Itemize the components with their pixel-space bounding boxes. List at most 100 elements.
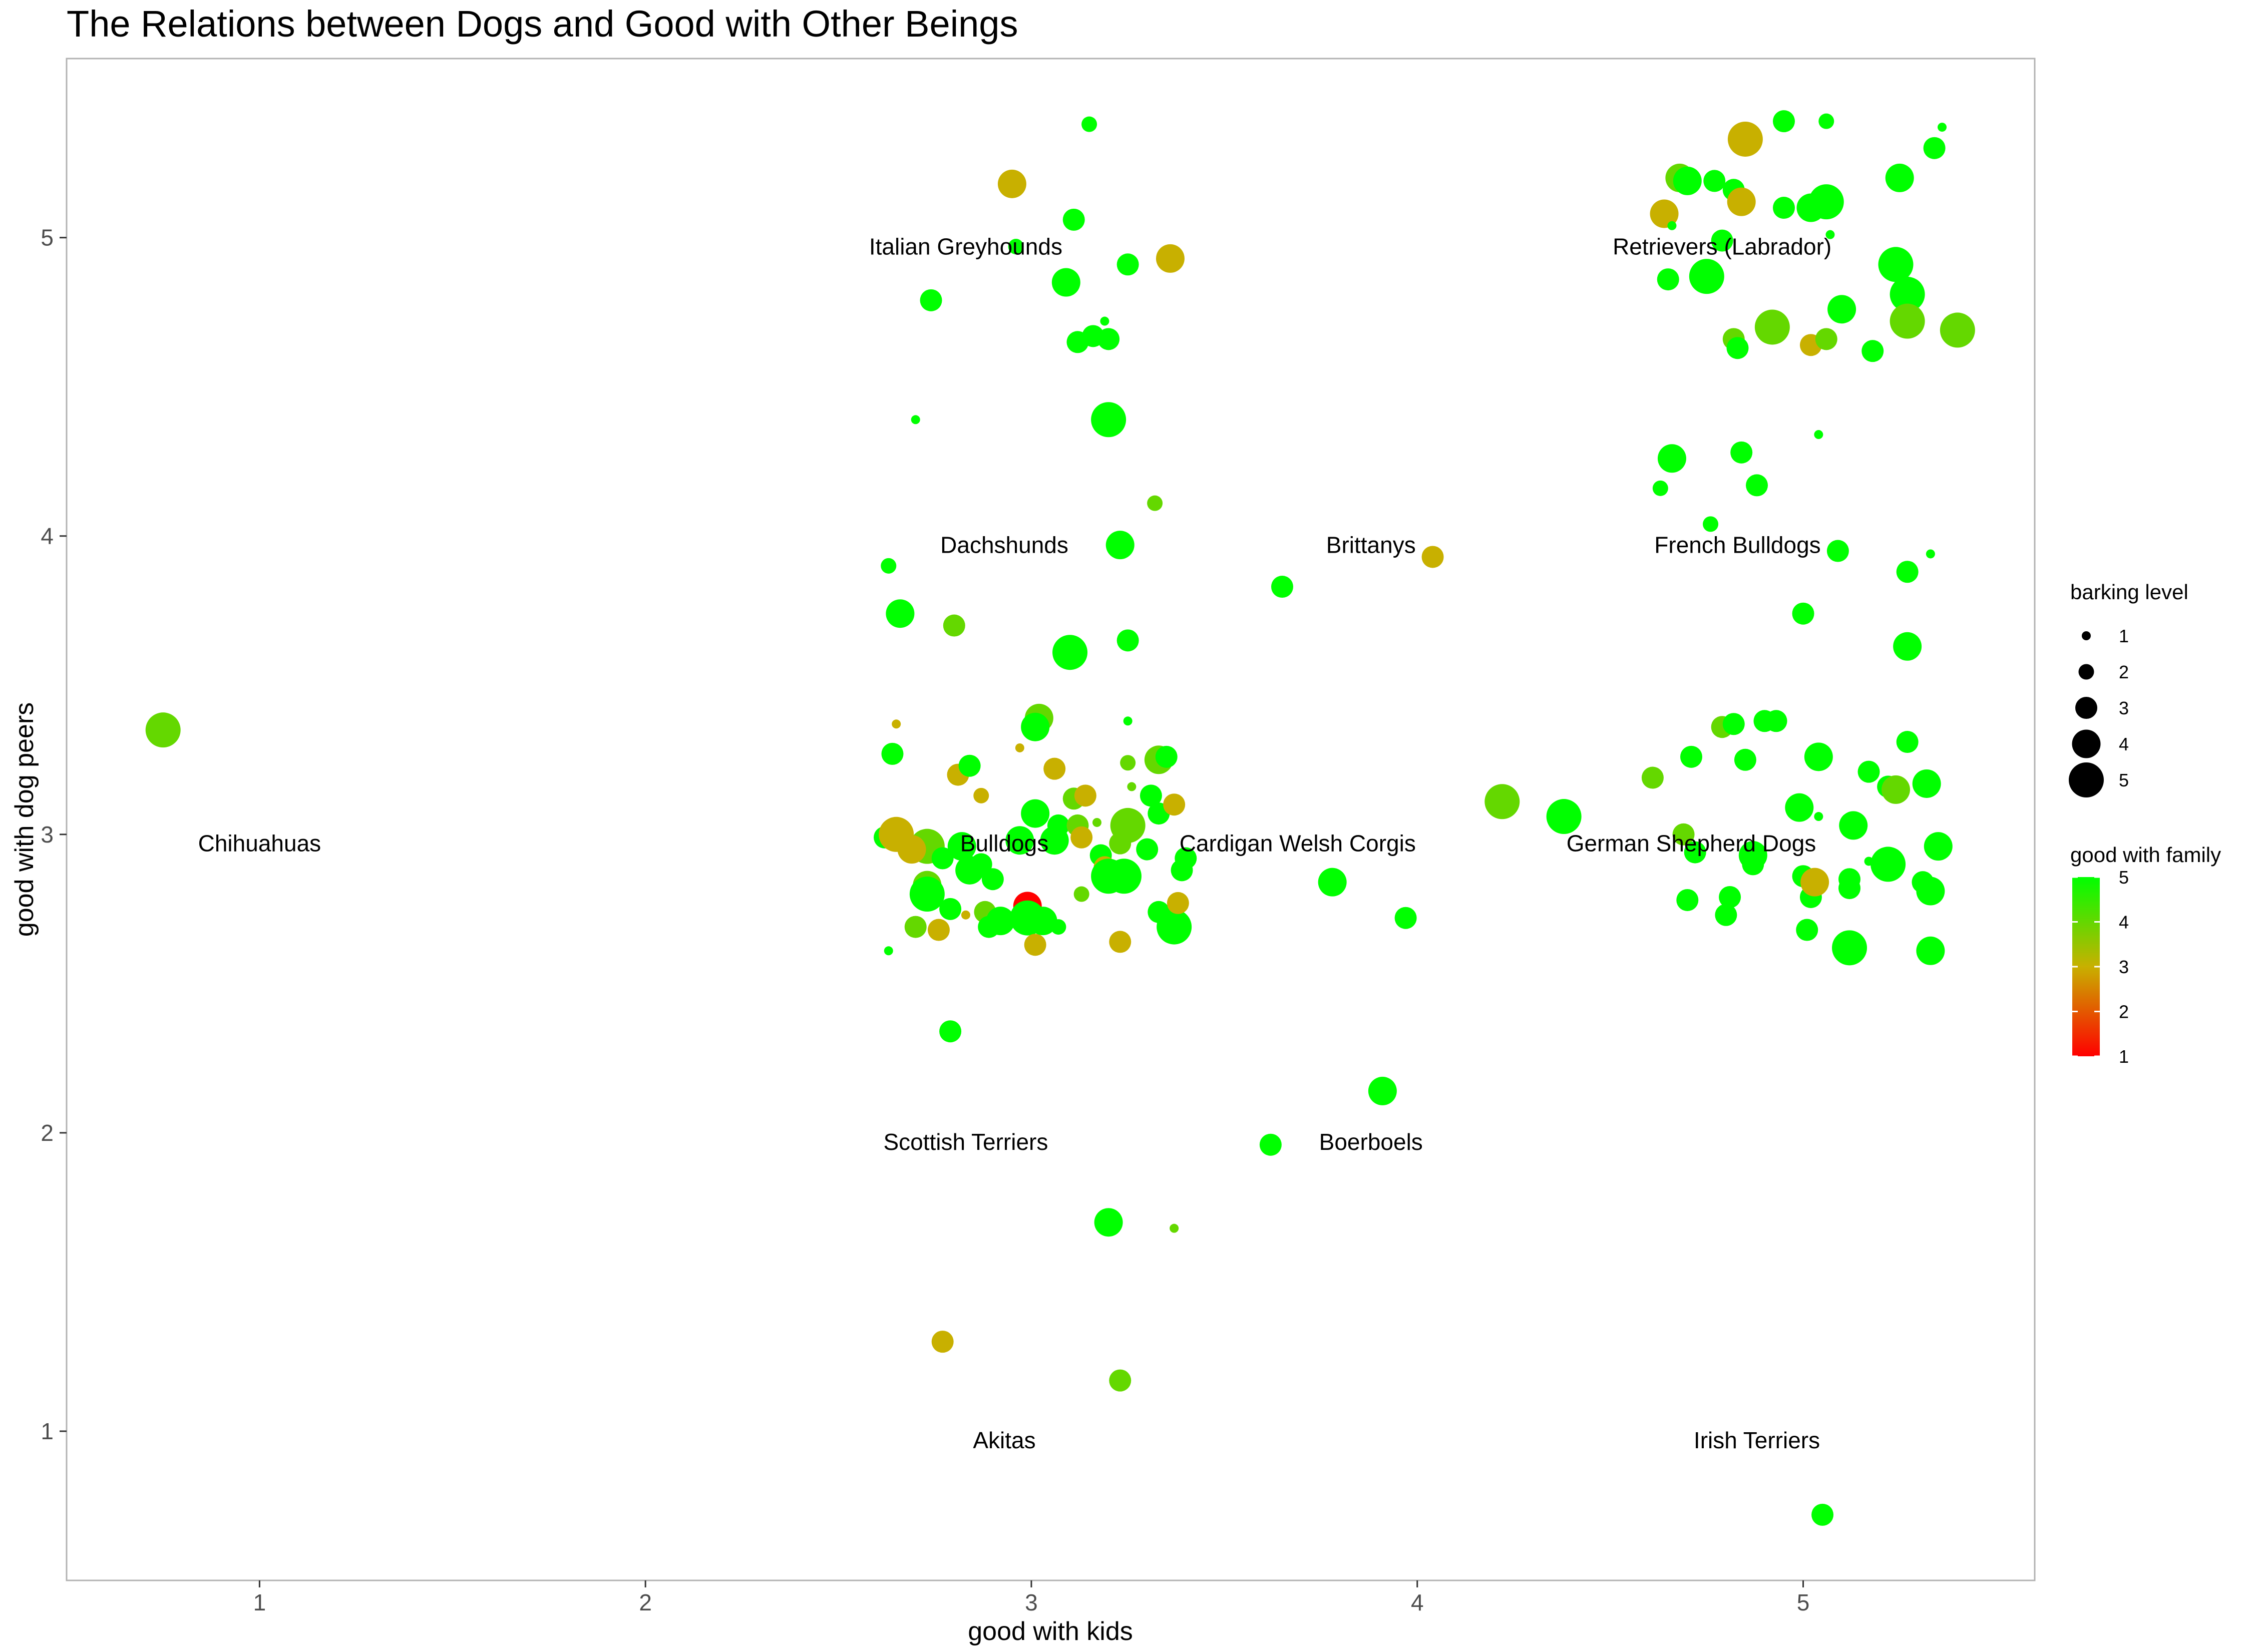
color-legend-label: 1 (2119, 1046, 2129, 1067)
data-point (947, 832, 976, 861)
size-legend-label: 2 (2119, 662, 2129, 682)
data-point (1885, 163, 1914, 192)
data-point (1657, 268, 1679, 291)
data-point (881, 742, 904, 765)
data-point (1746, 474, 1768, 497)
data-point (1484, 784, 1520, 819)
breed-label: Retrievers (Labrador) (1613, 234, 1831, 260)
data-point (1123, 716, 1133, 726)
data-point (1916, 936, 1945, 965)
data-point (1672, 823, 1695, 846)
data-point (1081, 116, 1097, 132)
data-point (1047, 814, 1069, 837)
data-point (1109, 1369, 1132, 1392)
data-point (1051, 268, 1080, 297)
data-point (939, 898, 962, 920)
data-point (1926, 549, 1935, 559)
data-point (1641, 766, 1664, 789)
y-tick-label: 3 (41, 821, 54, 848)
size-legend-label: 4 (2119, 734, 2129, 754)
data-point (1727, 121, 1763, 157)
data-point (1021, 712, 1050, 741)
data-point (1896, 561, 1919, 583)
data-point (1811, 1503, 1834, 1526)
data-point (904, 916, 927, 938)
data-point (1832, 930, 1867, 966)
data-point (1719, 886, 1741, 908)
breed-label: Italian Greyhounds (869, 234, 1062, 260)
data-point (1754, 309, 1790, 345)
breed-label: Cardigan Welsh Corgis (1180, 831, 1416, 857)
data-point (1818, 113, 1834, 129)
data-point (909, 877, 945, 912)
data-point (897, 835, 926, 864)
data-point (920, 289, 942, 311)
data-point (1676, 889, 1699, 911)
data-point (1163, 793, 1186, 816)
data-point (1097, 328, 1120, 350)
data-point (943, 614, 965, 637)
data-point (958, 754, 981, 777)
data-point (1109, 931, 1132, 953)
breed-label: Boerboels (1319, 1129, 1423, 1155)
data-point (1074, 784, 1096, 807)
data-point (1650, 199, 1679, 228)
data-point (1839, 811, 1868, 840)
data-point (1024, 934, 1046, 956)
size-legend-label: 3 (2119, 698, 2129, 718)
breed-labels: Chihuahuas Akitas Scottish Terriers Bulldog… (198, 234, 1832, 1453)
data-point (1827, 295, 1856, 324)
data-point (1814, 430, 1823, 440)
breed-label: Akitas (973, 1427, 1035, 1453)
data-point (1715, 904, 1737, 926)
size-legend-key (2078, 664, 2094, 680)
data-point (939, 1020, 962, 1043)
breed-label: Brittanys (1326, 532, 1416, 558)
data-point (1652, 480, 1668, 496)
size-legend-title: barking level (2070, 580, 2188, 604)
data-point (981, 868, 1004, 891)
data-point (1271, 576, 1293, 598)
color-legend-label: 4 (2119, 912, 2129, 933)
data-point (1916, 877, 1945, 906)
data-point (1689, 259, 1724, 294)
x-tick-label: 5 (1797, 1589, 1810, 1615)
data-point (1890, 303, 1925, 339)
data-point (1105, 531, 1135, 560)
breed-label: Bulldogs (960, 831, 1048, 857)
data-point (1156, 244, 1185, 273)
data-point (1826, 540, 1849, 562)
data-point (1070, 826, 1093, 849)
y-tick-label: 5 (41, 225, 54, 251)
size-legend-label: 1 (2119, 626, 2129, 646)
data-point (931, 847, 954, 870)
data-point (1050, 919, 1066, 935)
data-point (1924, 832, 1953, 861)
data-point (1893, 632, 1922, 661)
data-point (1546, 799, 1582, 835)
data-point (881, 558, 897, 574)
data-point (1116, 253, 1139, 276)
color-legend-label: 5 (2119, 867, 2129, 888)
data-point (1170, 1223, 1179, 1233)
breed-label: German Shepherd Dogs (1567, 831, 1816, 857)
color-legend-title: good with family (2070, 843, 2221, 867)
data-point (1738, 841, 1767, 870)
x-tick-label: 4 (1411, 1589, 1424, 1615)
data-point (931, 1331, 954, 1353)
data-point (1136, 838, 1159, 861)
data-point (1091, 402, 1126, 438)
data-point (1800, 868, 1829, 897)
data-point (1062, 208, 1085, 231)
data-point (1772, 197, 1795, 219)
data-point (1722, 713, 1745, 735)
good-with-family-legend: good with family 5 4 3 2 1 (2070, 843, 2221, 1067)
data-point (1008, 239, 1024, 255)
data-point (1703, 516, 1719, 532)
data-point (1726, 337, 1749, 359)
breed-label: French Bulldogs (1654, 532, 1820, 558)
data-point (1815, 328, 1837, 350)
data-point (1052, 635, 1088, 670)
data-point (1005, 826, 1034, 855)
data-point (1814, 812, 1823, 821)
